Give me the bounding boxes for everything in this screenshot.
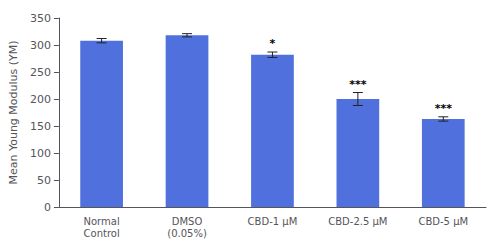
svg-text:50: 50 <box>37 174 51 187</box>
svg-text:300: 300 <box>30 39 51 52</box>
svg-text:***: *** <box>435 102 453 115</box>
svg-text:DMSO: DMSO <box>172 216 203 227</box>
svg-text:350: 350 <box>30 12 51 25</box>
svg-text:CBD-1 μM: CBD-1 μM <box>248 216 298 227</box>
svg-text:100: 100 <box>30 147 51 160</box>
svg-text:*: * <box>270 37 276 50</box>
svg-text:CBD-5 μM: CBD-5 μM <box>418 216 468 227</box>
svg-text:Mean Young Modulus (YM): Mean Young Modulus (YM) <box>7 40 20 184</box>
svg-text:***: *** <box>349 78 367 91</box>
svg-text:CBD-2.5 μM: CBD-2.5 μM <box>328 216 387 227</box>
svg-text:0: 0 <box>44 201 51 214</box>
svg-text:250: 250 <box>30 66 51 79</box>
svg-text:(0.05%): (0.05%) <box>167 228 207 239</box>
svg-text:150: 150 <box>30 120 51 133</box>
svg-text:Control: Control <box>84 228 120 239</box>
svg-text:Normal: Normal <box>84 216 120 227</box>
svg-text:200: 200 <box>30 93 51 106</box>
